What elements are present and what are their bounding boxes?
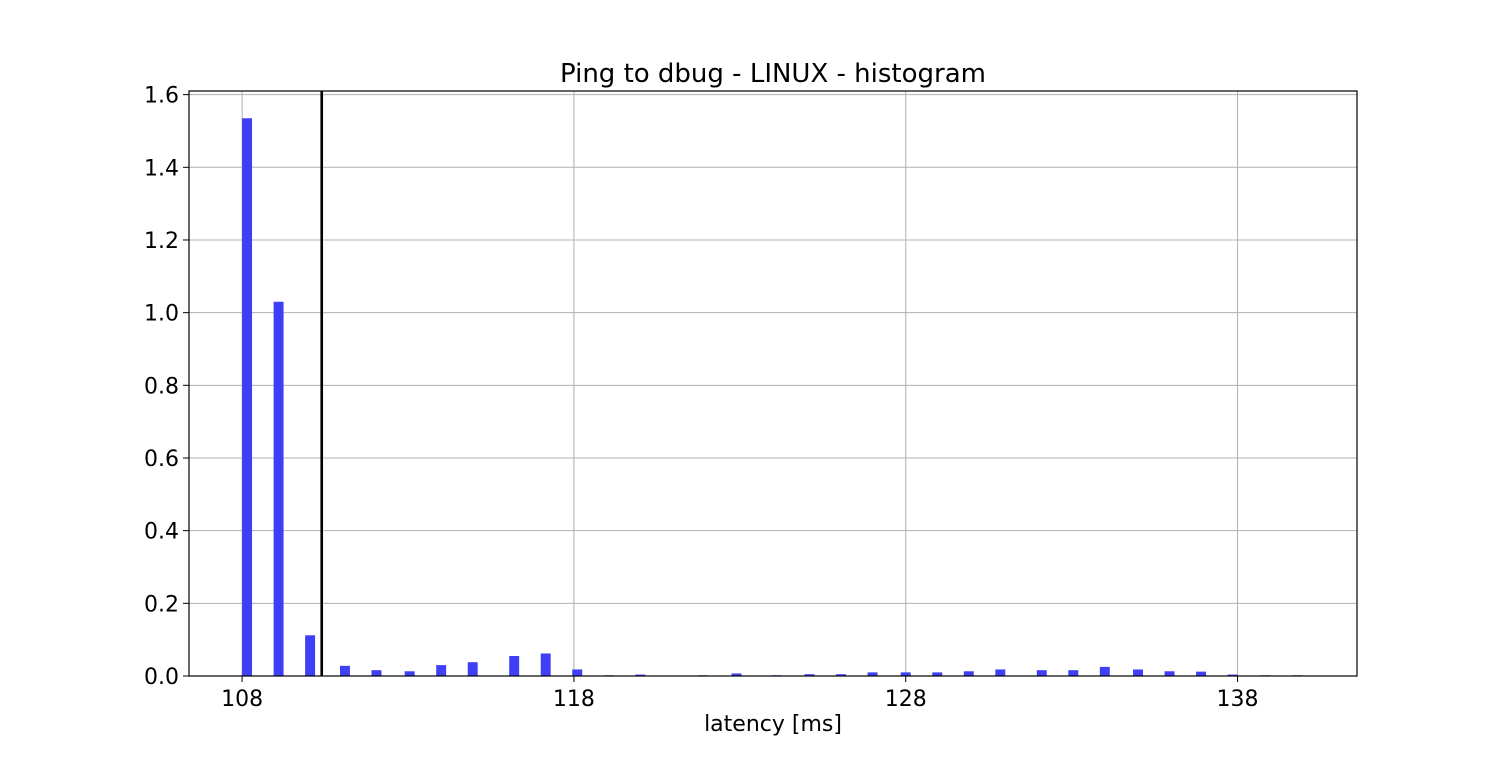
y-axis: 0.0 0.2 0.4 0.6 0.8 1.0 1.2 1.4 1.6 <box>144 84 189 690</box>
histogram-bar <box>1068 670 1079 676</box>
plot-frame <box>188 90 1358 677</box>
histogram-bar <box>436 665 447 676</box>
histogram-bar <box>932 672 943 676</box>
x-tick-label: 118 <box>553 687 595 712</box>
histogram-bar <box>804 674 815 676</box>
histogram-bar <box>635 674 646 676</box>
histogram-bar <box>273 301 284 676</box>
histogram-bar <box>1227 674 1238 676</box>
histogram-bar <box>836 674 846 676</box>
x-axis: 108 118 128 138 <box>221 676 1259 712</box>
y-tick-label: 0.6 <box>144 447 179 472</box>
y-tick-label: 0.2 <box>144 592 179 617</box>
x-tick-label: 128 <box>885 687 927 712</box>
histogram-bar <box>1036 670 1047 676</box>
histogram-bar <box>339 665 350 676</box>
histogram-bar <box>242 118 253 676</box>
histogram-bar <box>1133 669 1143 676</box>
histogram-bar <box>509 656 520 676</box>
histogram-bar <box>467 662 478 676</box>
histogram-bar <box>731 673 742 676</box>
y-tick-label: 1.2 <box>144 229 179 254</box>
y-tick-label: 0.4 <box>144 520 179 545</box>
bars <box>242 118 1303 676</box>
histogram-bar <box>867 672 878 676</box>
y-tick-label: 1.0 <box>144 302 179 327</box>
x-tick-label: 138 <box>1217 687 1259 712</box>
histogram-bar <box>1099 666 1110 676</box>
histogram-bar <box>371 670 382 676</box>
histogram-bar <box>1196 671 1207 676</box>
y-tick-label: 1.6 <box>144 84 179 109</box>
histogram-bar <box>305 635 316 676</box>
histogram-bar <box>540 653 551 676</box>
histogram-bar <box>572 669 583 676</box>
histogram-bar <box>963 671 974 676</box>
x-tick-label: 108 <box>221 687 263 712</box>
histogram-bar <box>1164 671 1175 676</box>
x-axis-label: latency [ms] <box>704 712 842 737</box>
histogram-bar <box>404 671 415 676</box>
y-tick-label: 0.0 <box>144 665 179 690</box>
chart-title: Ping to dbug - LINUX - histogram <box>560 59 986 89</box>
y-tick-label: 0.8 <box>144 374 179 399</box>
histogram-bar <box>900 672 911 676</box>
histogram-bar <box>995 669 1006 676</box>
y-tick-label: 1.4 <box>144 156 179 181</box>
